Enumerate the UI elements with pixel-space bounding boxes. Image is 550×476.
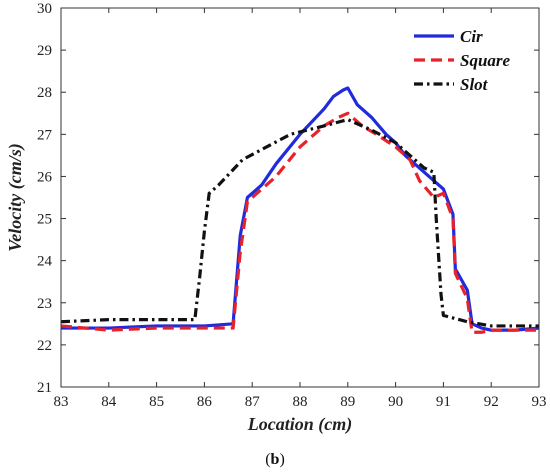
- x-tick-label: 88: [293, 394, 308, 410]
- y-tick-label: 26: [37, 169, 53, 185]
- legend-label-cir: Cir: [460, 27, 483, 46]
- ticks-layer: 83 84 85 86 87 88 89 90 91 92 93 21 22 23 24 25 26 27 28 29…: [37, 1, 547, 410]
- x-tick-label: 90: [388, 394, 403, 410]
- legend-label-square: Square: [460, 51, 511, 70]
- x-tick-label: 87: [245, 394, 261, 410]
- series-line-slot: [60, 117, 539, 328]
- legend: Cir Square Slot: [414, 27, 511, 94]
- y-tick-label: 28: [37, 85, 52, 101]
- legend-label-slot: Slot: [460, 75, 489, 94]
- x-tick-label: 86: [197, 394, 213, 410]
- caption-open: (: [265, 451, 270, 468]
- x-tick-label: 85: [149, 394, 164, 410]
- y-tick-label: 30: [37, 1, 52, 17]
- x-tick-label: 92: [484, 394, 499, 410]
- series-layer: [60, 86, 540, 334]
- caption-letter: b: [271, 451, 280, 468]
- caption-close: ): [279, 451, 284, 468]
- x-tick-label: 89: [340, 394, 355, 410]
- x-tick-label: 93: [532, 394, 547, 410]
- series-line-square: [60, 111, 539, 334]
- y-tick-label: 29: [37, 43, 52, 59]
- x-tick-label: 84: [101, 394, 117, 410]
- series-line-cir: [61, 86, 540, 332]
- figure-caption: (b): [265, 451, 285, 468]
- y-tick-label: 25: [37, 212, 52, 228]
- y-tick-label: 27: [37, 127, 53, 143]
- y-tick-label: 21: [37, 380, 52, 396]
- y-tick-label: 24: [37, 254, 53, 270]
- x-tick-label: 91: [436, 394, 451, 410]
- y-axis-label: Velocity (cm/s): [5, 143, 26, 251]
- y-tick-label: 22: [37, 338, 52, 354]
- x-tick-label: 83: [54, 394, 69, 410]
- x-axis-label: Location (cm): [247, 414, 352, 435]
- y-tick-label: 23: [37, 296, 52, 312]
